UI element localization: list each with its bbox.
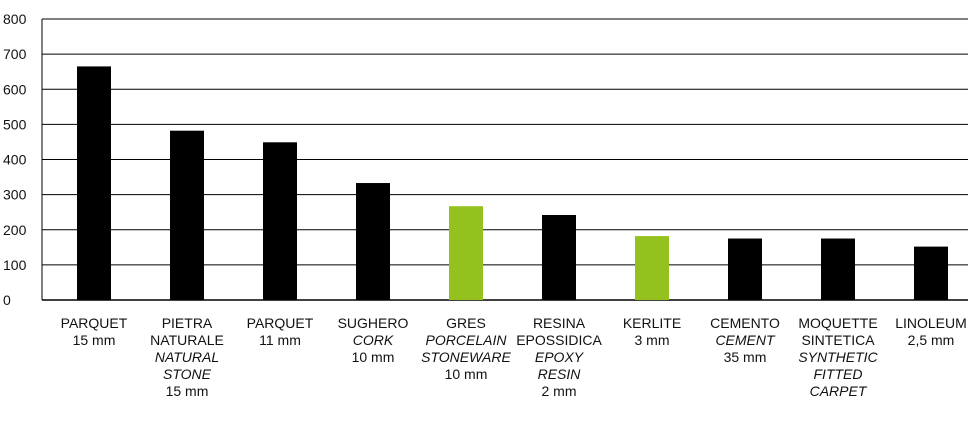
bar: [263, 142, 297, 300]
category-label-line: 2 mm: [542, 383, 577, 399]
category-label: MOQUETTE SINTETICA SYNTHETIC FITTED CARPET: [798, 315, 878, 399]
y-tick-label: 200: [3, 222, 27, 238]
category-label-line: STONE: [163, 366, 212, 382]
category-label-line: LINOLEUM: [895, 315, 967, 331]
category-label-line: SUGHERO: [338, 315, 409, 331]
y-tick-label: 700: [3, 46, 27, 62]
y-tick-label: 800: [3, 11, 27, 27]
category-label-line: 3 mm: [635, 332, 670, 348]
y-tick-label: 600: [3, 81, 27, 97]
bars: [77, 66, 948, 300]
category-label-line: 2,5 mm: [908, 332, 955, 348]
y-tick-label: 100: [3, 257, 27, 273]
bar: [356, 183, 390, 300]
category-label-line: 35 mm: [724, 349, 767, 365]
category-label-line: CEMENT: [715, 332, 776, 348]
category-label: PARQUET 11 mm: [247, 315, 314, 348]
category-label-line: 10 mm: [445, 366, 488, 382]
category-label-line: FITTED: [814, 366, 863, 382]
y-axis-tick-labels: 0 100 200 300 400 500 600 700 800: [3, 11, 27, 308]
category-label-line: 15 mm: [73, 332, 116, 348]
category-label-line: SINTETICA: [801, 332, 875, 348]
category-label: RESINA EPOSSIDICA EPOXY RESIN 2 mm: [516, 315, 602, 399]
bar: [821, 238, 855, 300]
bar: [635, 236, 669, 300]
category-label-line: PORCELAIN: [426, 332, 508, 348]
bar: [914, 246, 948, 300]
bar: [542, 214, 576, 300]
category-label-line: CEMENTO: [710, 315, 780, 331]
category-label-line: MOQUETTE: [798, 315, 877, 331]
category-label: LINOLEUM 2,5 mm: [895, 315, 967, 348]
category-label-line: NATURAL: [155, 349, 219, 365]
y-tick-label: 300: [3, 187, 27, 203]
category-label: PIETRA NATURALE NATURAL STONE 15 mm: [150, 315, 224, 399]
category-label-line: PIETRA: [162, 315, 213, 331]
category-label: PARQUET 15 mm: [61, 315, 128, 348]
category-label-line: 15 mm: [166, 383, 209, 399]
category-label-line: NATURALE: [150, 332, 224, 348]
category-label: CEMENTO CEMENT 35 mm: [710, 315, 780, 365]
bar: [170, 130, 204, 300]
y-tick-label: 400: [3, 152, 27, 168]
category-label-line: KERLITE: [623, 315, 681, 331]
category-label-line: CORK: [353, 332, 394, 348]
category-label: KERLITE 3 mm: [623, 315, 681, 348]
bar: [728, 238, 762, 300]
category-label: SUGHERO CORK 10 mm: [338, 315, 409, 365]
category-label-line: 10 mm: [352, 349, 395, 365]
category-label: GRES PORCELAIN STONEWARE 10 mm: [421, 315, 511, 382]
category-label-line: STONEWARE: [421, 349, 511, 365]
category-label-line: EPOXY: [535, 349, 585, 365]
category-label-line: 11 mm: [259, 332, 301, 348]
category-label-line: RESIN: [538, 366, 582, 382]
y-tick-label: 500: [3, 116, 27, 132]
category-label-line: RESINA: [533, 315, 586, 331]
category-label-line: GRES: [446, 315, 486, 331]
category-label-line: CARPET: [810, 383, 868, 399]
category-label-line: PARQUET: [61, 315, 128, 331]
category-label-line: EPOSSIDICA: [516, 332, 602, 348]
category-label-line: PARQUET: [247, 315, 314, 331]
bar: [449, 206, 483, 300]
category-label-line: SYNTHETIC: [798, 349, 878, 365]
y-tick-label: 0: [3, 292, 11, 308]
bar: [77, 66, 111, 300]
